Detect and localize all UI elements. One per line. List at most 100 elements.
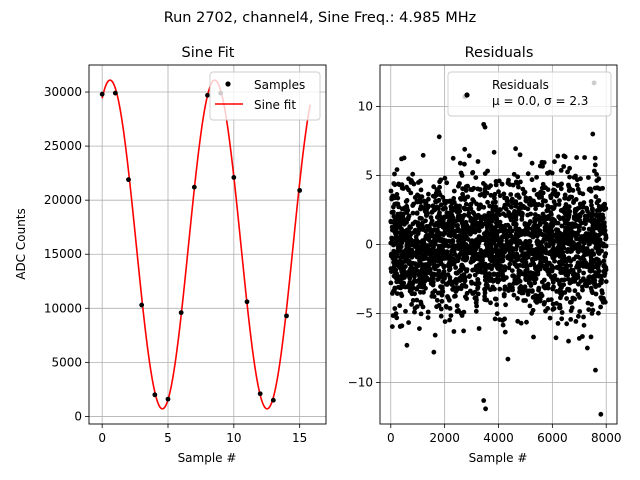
residual-point [599, 288, 605, 294]
residual-point [395, 242, 401, 248]
residual-point [447, 266, 453, 272]
residual-point [589, 230, 594, 235]
residual-point [469, 280, 475, 286]
residual-point [459, 173, 465, 178]
residual-point [514, 235, 520, 241]
residual-point [414, 211, 420, 216]
residual-point [395, 201, 401, 207]
residual-point [426, 257, 432, 263]
residual-point [513, 179, 519, 185]
residual-point [585, 262, 591, 268]
residual-point [463, 184, 469, 190]
residual-point [527, 276, 532, 282]
residual-point [461, 195, 467, 201]
residual-point [603, 243, 609, 249]
residual-point [577, 309, 583, 314]
residual-point [398, 285, 403, 291]
residual-point [436, 268, 442, 274]
residual-point [439, 261, 444, 267]
residual-point [451, 188, 457, 194]
residual-point [487, 245, 492, 251]
residual-point [550, 191, 556, 197]
residual-point [534, 253, 539, 259]
residual-point [509, 217, 515, 223]
sine-fit-curve [101, 79, 311, 410]
sine-fit-ticks: 0 5 10 15 0 5000 10000 15000 20000 25000 30000 [44, 85, 307, 445]
residual-point [399, 206, 405, 212]
residual-point [507, 261, 513, 267]
residual-point [500, 234, 506, 240]
residual-point [454, 270, 460, 276]
residual-point [449, 213, 455, 218]
residual-point [467, 229, 473, 235]
sine-fit-ytick-label: 10000 [44, 301, 82, 315]
residual-point [547, 315, 553, 321]
residual-point [416, 226, 422, 232]
residual-point [555, 220, 561, 226]
residual-point [575, 206, 580, 212]
residual-point [443, 228, 448, 234]
residual-point [501, 230, 507, 236]
sample-point [139, 302, 145, 308]
residual-point [482, 171, 488, 177]
residual-point [570, 267, 576, 273]
residuals-ytick-label: 10 [358, 99, 373, 113]
residual-point [594, 172, 599, 177]
residual-point [454, 234, 459, 240]
residual-point [512, 239, 517, 245]
residual-outlier-point [436, 134, 442, 140]
sine-fit-ytick-label: 25000 [44, 139, 82, 153]
residual-point [397, 303, 403, 309]
residual-point [592, 162, 598, 168]
residual-point [410, 221, 416, 227]
residual-point [414, 297, 420, 303]
residual-point [404, 242, 410, 247]
residual-point [603, 235, 609, 241]
residual-point [531, 223, 537, 229]
residual-point [577, 190, 583, 196]
residual-point [529, 257, 535, 262]
residual-point [544, 208, 550, 214]
legend-sine-fit-label: Sine fit [254, 98, 296, 112]
residual-outlier-point [576, 335, 582, 341]
residual-point [400, 212, 406, 218]
residual-point [534, 239, 540, 245]
residual-point [515, 318, 521, 324]
residual-point [529, 160, 535, 166]
residual-point [516, 254, 521, 259]
residual-point [542, 227, 548, 233]
residual-point [424, 224, 430, 229]
residual-point [423, 228, 429, 234]
residual-point [472, 295, 478, 301]
residual-point [465, 194, 471, 200]
residual-point [554, 289, 560, 294]
residual-point [495, 274, 501, 280]
residual-point [479, 263, 485, 269]
sample-point [297, 188, 303, 193]
residual-point [486, 185, 492, 191]
residual-point [429, 218, 435, 224]
legend-samples-label: Samples [254, 78, 305, 92]
residual-point [492, 195, 497, 201]
residual-point [463, 230, 469, 236]
residual-point [536, 287, 541, 293]
residual-point [391, 288, 396, 294]
residual-point [473, 308, 479, 314]
residual-point [462, 161, 467, 167]
residual-point [474, 201, 479, 207]
residual-point [553, 335, 559, 341]
residual-point [492, 191, 498, 197]
residual-point [396, 263, 402, 269]
residual-point [556, 214, 562, 220]
residual-point [432, 266, 438, 272]
residual-point [436, 212, 442, 218]
residual-point [466, 274, 472, 279]
residual-point [463, 294, 468, 300]
residual-point [454, 303, 460, 309]
residual-point [524, 319, 529, 325]
residual-point [537, 222, 543, 227]
residual-point [595, 185, 600, 191]
residual-point [404, 220, 409, 225]
residual-point [534, 192, 540, 198]
